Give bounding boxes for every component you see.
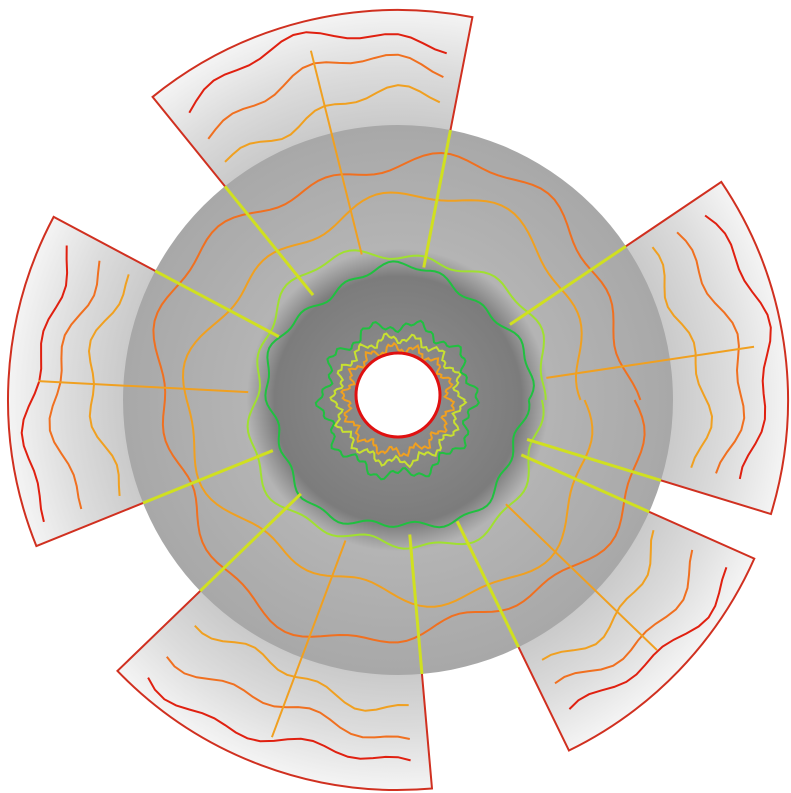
contour-streak bbox=[309, 50, 363, 255]
contour-line bbox=[166, 656, 410, 740]
contour-line bbox=[181, 191, 594, 608]
contour-line bbox=[188, 31, 448, 114]
boundary-contour bbox=[520, 453, 650, 514]
contour-line bbox=[152, 151, 646, 644]
center-hole bbox=[354, 351, 442, 439]
contour-line bbox=[246, 249, 547, 550]
contour-line bbox=[194, 624, 409, 712]
boundary-contour bbox=[223, 185, 315, 297]
boundary-contour bbox=[408, 534, 424, 675]
contour-streak bbox=[546, 345, 755, 379]
contour-line bbox=[704, 214, 772, 480]
boundary-contour bbox=[526, 438, 662, 482]
contour-line bbox=[329, 332, 468, 469]
contours bbox=[20, 31, 772, 762]
boundary-contour bbox=[455, 520, 520, 648]
contour-line bbox=[568, 566, 728, 710]
boundary-contour bbox=[199, 492, 302, 593]
contour-streak bbox=[270, 540, 347, 738]
contour-streak bbox=[505, 503, 658, 651]
contour-line bbox=[314, 319, 480, 481]
boundary-contour bbox=[509, 244, 627, 326]
contour-line bbox=[340, 341, 456, 458]
contour-streak bbox=[38, 380, 249, 394]
contour-line bbox=[651, 246, 714, 469]
contour-line bbox=[676, 231, 746, 474]
contour-line bbox=[264, 260, 535, 529]
boundary-contour bbox=[142, 449, 274, 505]
boundary-contour bbox=[422, 129, 452, 268]
boundary-contour bbox=[154, 269, 280, 338]
contour-line bbox=[147, 677, 411, 762]
